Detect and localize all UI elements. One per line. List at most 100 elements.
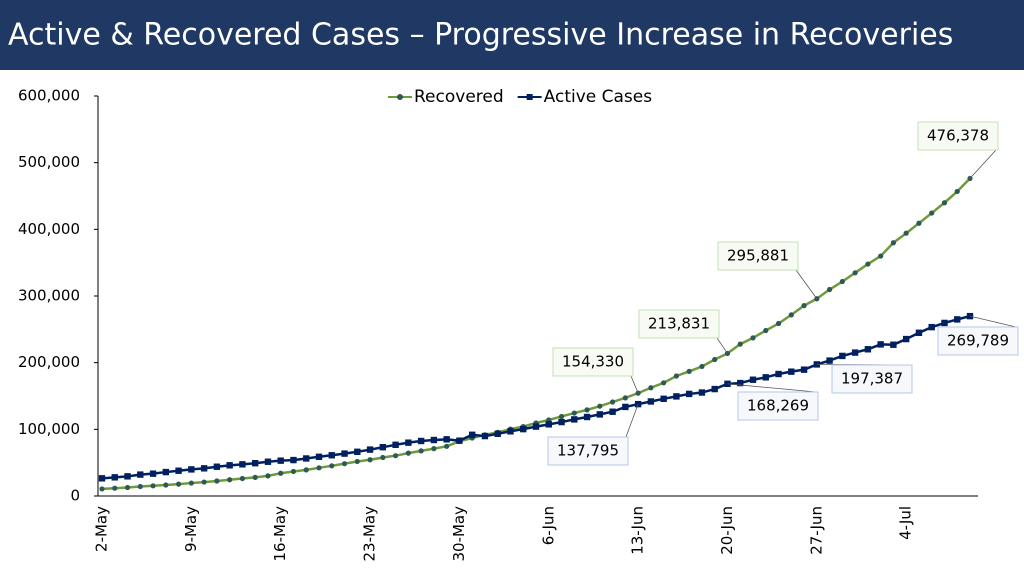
data-point [328, 452, 335, 459]
value-label: 476,378 [927, 127, 989, 145]
series-line [101, 314, 971, 480]
data-point [928, 323, 935, 331]
data-point [878, 253, 884, 259]
data-point [903, 230, 909, 236]
data-point [839, 352, 846, 360]
data-point [354, 458, 360, 465]
data-point [609, 408, 616, 415]
data-point [380, 454, 386, 461]
data-point [278, 470, 284, 476]
data-point [98, 475, 106, 482]
data-point [941, 319, 948, 327]
x-tick-label: 20-Jun [718, 506, 736, 555]
x-tick-label: 27-Jun [807, 506, 825, 555]
data-point [239, 475, 246, 482]
value-label: 154,330 [562, 353, 624, 371]
x-tick-label: 2-May [93, 506, 111, 552]
data-point [341, 450, 348, 457]
data-point [443, 436, 450, 443]
leader-line [969, 315, 1017, 328]
data-point [379, 444, 387, 451]
data-point [929, 210, 935, 216]
data-point [890, 341, 897, 348]
leader-line [623, 375, 639, 394]
data-point [430, 436, 438, 444]
data-point [163, 482, 169, 488]
data-point [137, 483, 143, 490]
data-point [341, 461, 348, 467]
x-tick-label: 13-Jun [629, 506, 647, 555]
data-point [520, 425, 527, 433]
data-point [686, 368, 692, 374]
leader-line [709, 337, 728, 354]
value-label: 168,269 [747, 397, 809, 415]
data-point [916, 220, 922, 226]
data-point [851, 349, 859, 356]
data-point [277, 457, 284, 464]
data-point [622, 403, 629, 411]
data-point [405, 450, 411, 456]
data-point [444, 443, 450, 449]
data-point [775, 370, 782, 378]
data-point [124, 473, 131, 480]
data-point [775, 320, 782, 327]
data-point [226, 462, 233, 469]
data-point [941, 200, 948, 206]
data-point [227, 477, 233, 483]
x-tick-label: 30-May [450, 506, 468, 562]
data-point [392, 441, 399, 448]
data-point [213, 463, 221, 470]
data-point [915, 329, 923, 336]
data-point [532, 423, 540, 430]
data-point [456, 437, 463, 444]
data-point [673, 373, 680, 379]
title-banner [0, 0, 1024, 70]
data-point [251, 460, 259, 467]
data-point [252, 474, 258, 480]
data-point [214, 478, 220, 484]
data-point [699, 363, 705, 370]
series-line [101, 177, 971, 491]
y-tick-label: 100,000 [18, 420, 80, 438]
data-point [902, 335, 910, 343]
data-point [265, 473, 271, 479]
data-point [622, 395, 628, 401]
data-point [303, 455, 310, 462]
data-point [316, 465, 322, 471]
data-point [852, 270, 858, 276]
x-tick-label: 6-Jun [539, 506, 557, 545]
chart-title: Active & Recovered Cases – Progressive I… [8, 18, 953, 53]
data-point [954, 316, 961, 323]
legend-label: Recovered [414, 87, 504, 107]
data-point [839, 278, 845, 285]
data-point [392, 453, 399, 459]
data-point [431, 446, 437, 452]
data-point [545, 421, 552, 428]
data-point [329, 463, 335, 469]
value-label: 269,789 [947, 332, 1009, 350]
data-point [137, 471, 144, 478]
data-point [762, 374, 769, 381]
data-point [571, 410, 577, 416]
value-label-box [547, 436, 629, 466]
leader-line [969, 149, 997, 179]
value-label: 295,881 [727, 247, 789, 265]
legend-label: Active Cases [544, 87, 653, 107]
y-tick-label: 0 [70, 487, 80, 505]
data-point [99, 486, 105, 492]
data-point [609, 399, 616, 405]
y-tick-label: 600,000 [18, 87, 80, 105]
data-point [737, 341, 743, 347]
data-point [865, 261, 871, 267]
data-point [239, 461, 246, 468]
legend-marker [397, 94, 403, 100]
data-point [648, 385, 654, 391]
data-point [366, 446, 374, 453]
value-label-box [937, 326, 1019, 356]
data-point [698, 389, 706, 396]
data-point [507, 428, 514, 435]
data-point [826, 286, 833, 293]
data-point [468, 431, 476, 438]
leader-line [727, 383, 817, 393]
